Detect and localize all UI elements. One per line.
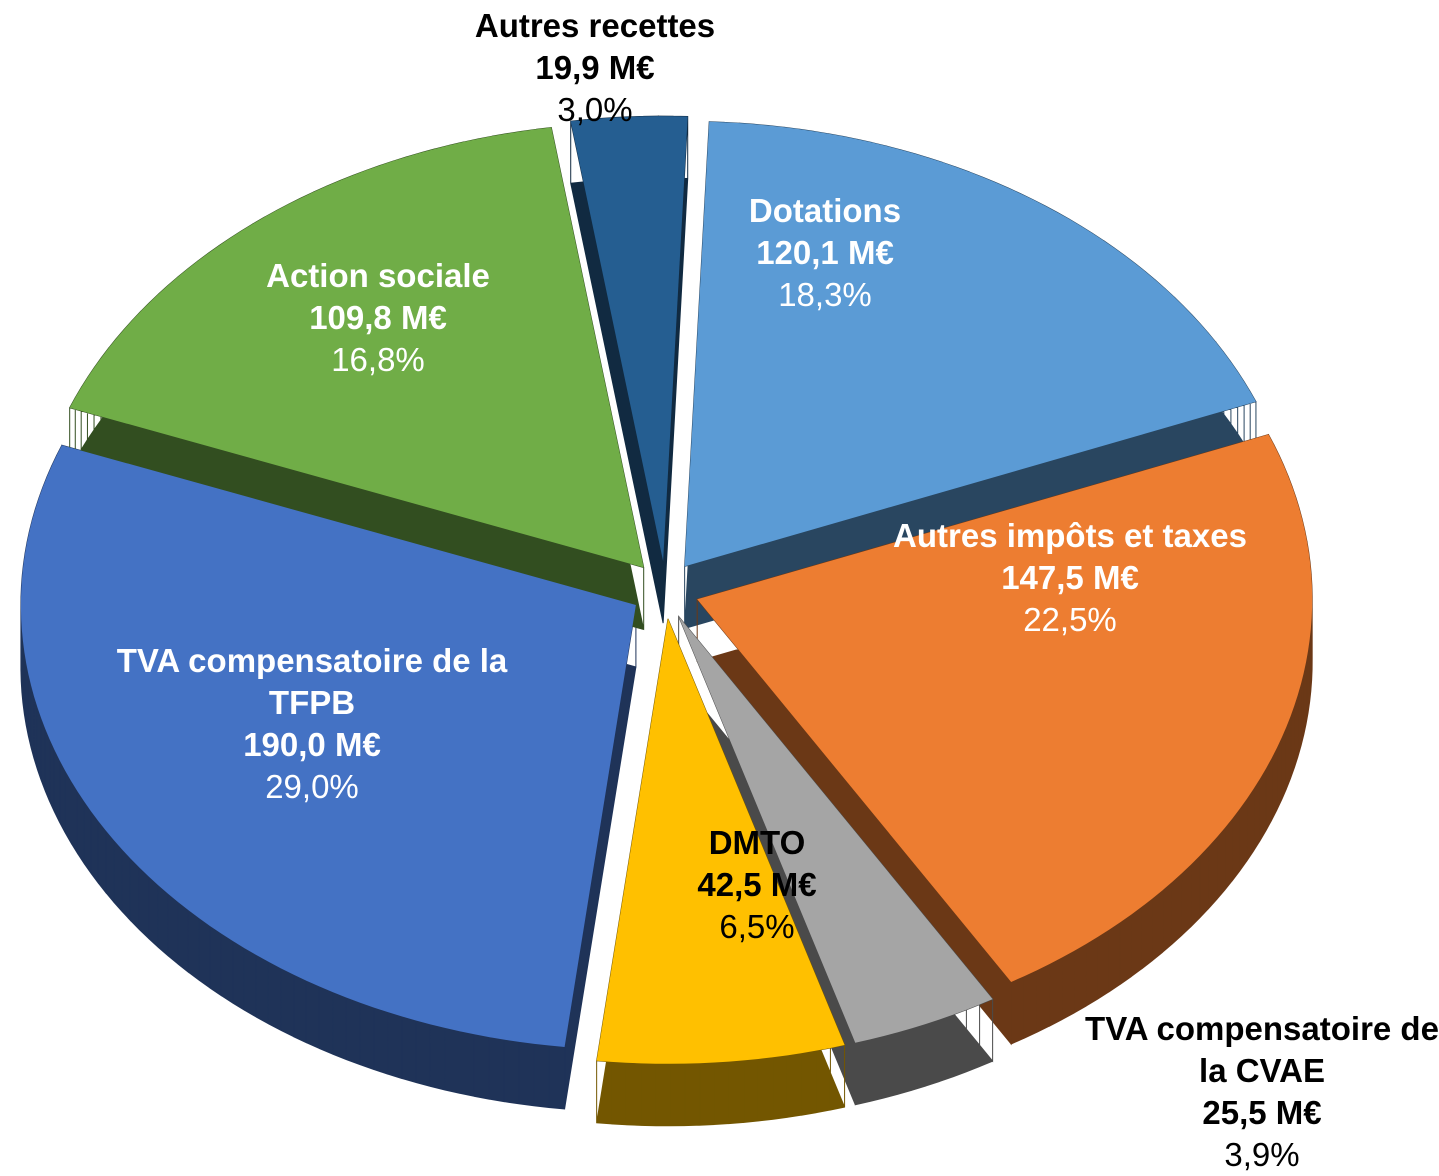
category-label: Autres recettes xyxy=(474,7,716,44)
slice xyxy=(20,445,636,1047)
percent-label: 6,5% xyxy=(719,908,795,945)
category-label: Dotations xyxy=(748,192,902,229)
percent-label: 22,5% xyxy=(1023,601,1117,638)
slice xyxy=(596,618,845,1064)
category-label: TVA compensatoire de la CVAE xyxy=(1085,1010,1439,1089)
slice xyxy=(697,434,1313,982)
value-label: 25,5 M€ xyxy=(1202,1094,1322,1131)
slice xyxy=(570,116,688,562)
value-label: 120,1 M€ xyxy=(756,234,894,271)
slice xyxy=(678,616,993,1043)
value-label: 147,5 M€ xyxy=(1001,559,1139,596)
value-label: 19,9 M€ xyxy=(535,49,655,86)
percent-label: 3,0% xyxy=(557,91,633,128)
category-label: TVA compensatoire de la TFPB xyxy=(116,642,508,721)
slice-label: TVA compensatoire de la TFPB 190,0 M€ 29,0… xyxy=(112,640,512,808)
slice-label: Action sociale 109,8 M€ 16,8% xyxy=(218,255,538,381)
value-label: 109,8 M€ xyxy=(309,299,447,336)
slice xyxy=(69,127,644,568)
percent-label: 29,0% xyxy=(265,768,359,805)
slice-label: TVA compensatoire de la CVAE 25,5 M€ 3,9% xyxy=(1082,1008,1439,1176)
percent-label: 3,9% xyxy=(1224,1136,1300,1173)
slice-label: Autres recettes 19,9 M€ 3,0% xyxy=(435,5,755,131)
percent-label: 18,3% xyxy=(778,276,872,313)
slice-label: DMTO 42,5 M€ 6,5% xyxy=(657,822,857,948)
value-label: 190,0 M€ xyxy=(243,726,381,763)
percent-label: 16,8% xyxy=(331,341,425,378)
category-label: DMTO xyxy=(708,824,806,861)
category-label: Autres impôts et taxes xyxy=(893,517,1247,554)
value-label: 42,5 M€ xyxy=(697,866,817,903)
slice xyxy=(684,121,1256,567)
slice-label: Autres impôts et taxes 147,5 M€ 22,5% xyxy=(855,515,1285,641)
slice-side xyxy=(596,618,846,1127)
slice-label: Dotations 120,1 M€ 18,3% xyxy=(675,190,975,316)
category-label: Action sociale xyxy=(266,257,490,294)
